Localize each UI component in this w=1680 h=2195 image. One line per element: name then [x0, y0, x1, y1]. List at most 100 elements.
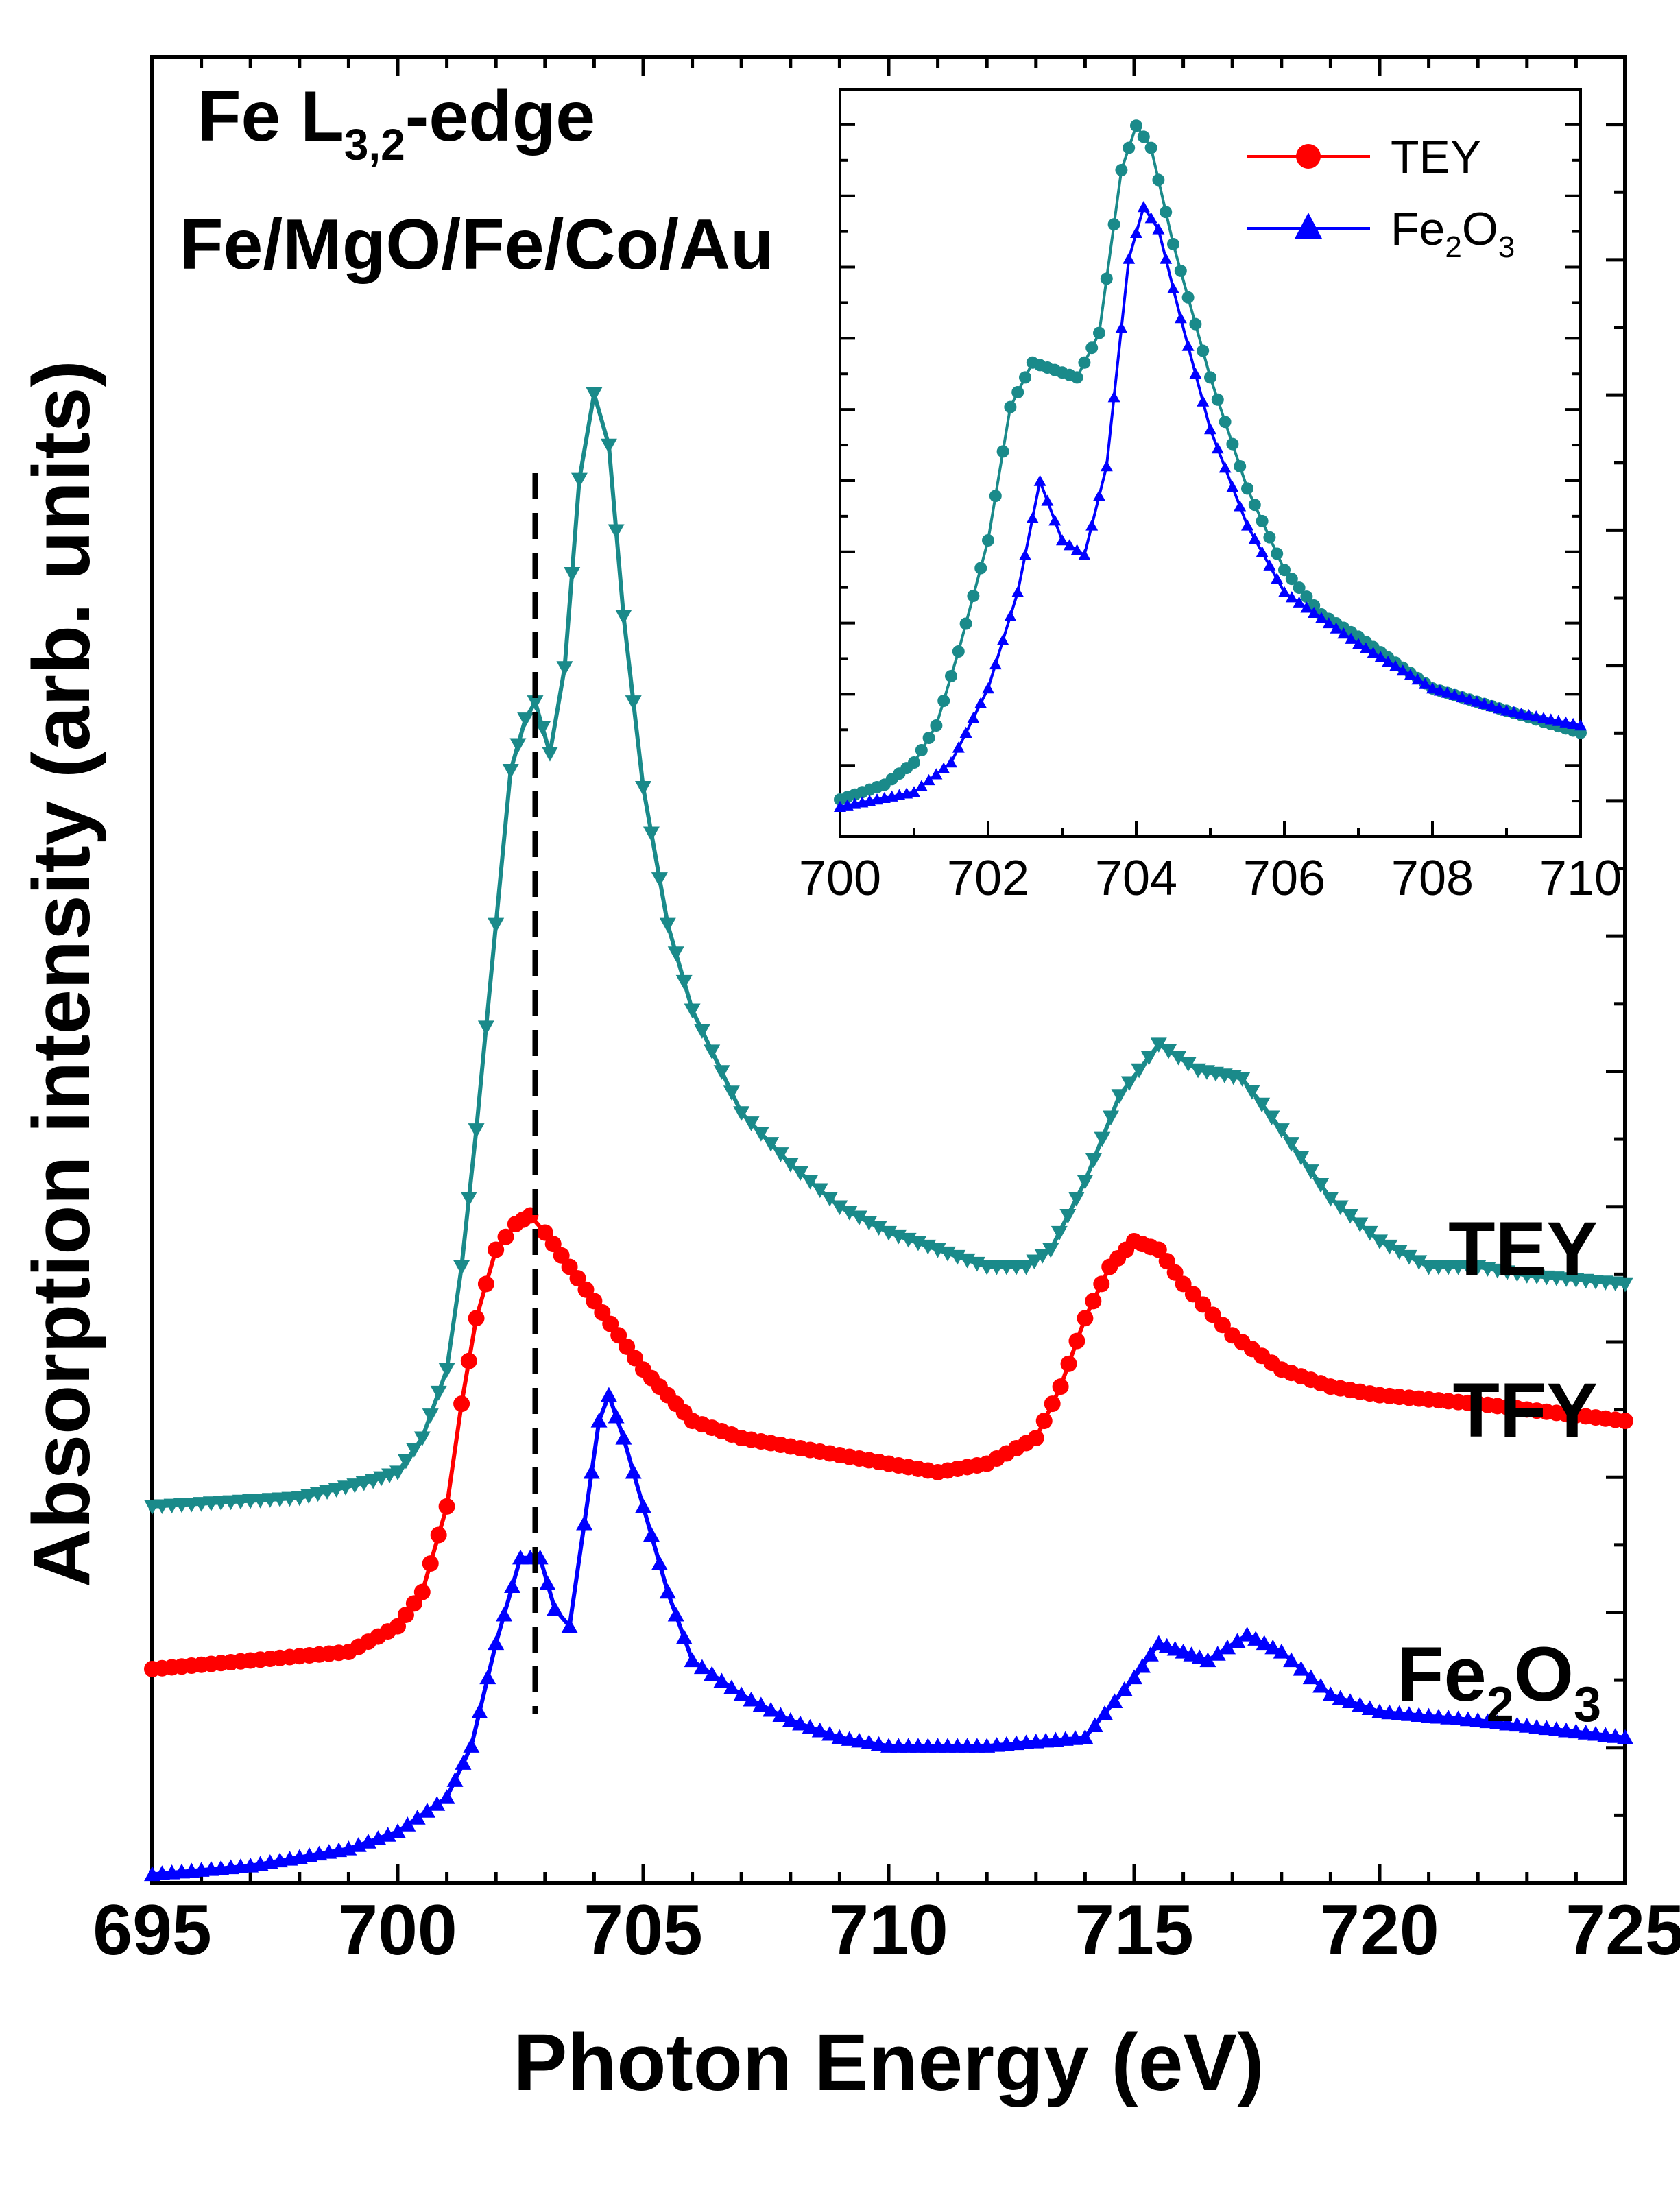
data-point-tey	[1059, 1208, 1077, 1224]
inset-data-point-fe2o3	[1174, 312, 1187, 324]
data-point-tey	[534, 721, 551, 736]
data-point-fe2o3	[409, 1810, 426, 1825]
data-point-tey	[1026, 1254, 1043, 1270]
data-point-tey	[752, 1127, 769, 1142]
data-point-fe2o3	[1086, 1717, 1103, 1732]
data-point-fe2o3	[438, 1789, 455, 1804]
inset-data-point-fe2o3	[1537, 712, 1550, 723]
data-point-tey	[651, 872, 668, 887]
inset-data-point-tey	[959, 617, 972, 630]
inset-data-point-fe2o3	[1085, 519, 1099, 531]
inset-data-point-tey	[945, 670, 957, 682]
inset-data-point-fe2o3	[1263, 559, 1276, 571]
data-point-fe2o3	[1411, 1707, 1428, 1722]
legend-fe2o3-sub1: 2	[1445, 230, 1461, 264]
data-point-fe2o3	[675, 1629, 693, 1644]
edge-annotation: Fe L3,2-edge	[197, 77, 595, 169]
x-tick-label: 720	[1320, 1891, 1439, 1970]
data-point-tfy	[1052, 1378, 1069, 1395]
data-point-fe2o3	[576, 1515, 593, 1531]
data-point-fe2o3	[1577, 1725, 1594, 1740]
data-point-tey	[1170, 1051, 1187, 1066]
data-point-tey	[851, 1210, 868, 1226]
data-point-tfy	[488, 1241, 505, 1258]
x-tick-label: 705	[584, 1891, 703, 1970]
data-point-fe2o3	[1450, 1710, 1467, 1725]
inset-data-point-fe2o3	[996, 634, 1009, 645]
data-point-tey	[1102, 1110, 1119, 1126]
data-point-tfy	[602, 1315, 619, 1332]
inset-data-point-tey	[996, 445, 1009, 458]
inset-data-point-tey	[1226, 437, 1239, 451]
legend-tey-label: TEY	[1391, 131, 1481, 183]
data-point-fe2o3	[1607, 1728, 1624, 1743]
data-point-fe2o3	[479, 1669, 496, 1685]
data-point-tfy	[1214, 1317, 1231, 1334]
data-point-fe2o3	[1126, 1669, 1142, 1685]
data-point-tey	[675, 974, 693, 990]
data-point-tey	[831, 1200, 848, 1216]
data-point-fe2o3	[1499, 1715, 1516, 1731]
inset-data-point-fe2o3	[974, 697, 987, 708]
data-point-fe2o3	[704, 1666, 721, 1681]
data-point-tfy	[1175, 1275, 1192, 1293]
inset-data-point-tey	[1293, 581, 1306, 595]
inset-data-point-tey	[1278, 564, 1291, 577]
inset-data-point-fe2o3	[1337, 627, 1350, 639]
data-point-fe2o3	[1256, 1635, 1273, 1651]
inset-data-point-fe2o3	[1374, 651, 1387, 662]
data-point-tfy	[413, 1583, 431, 1600]
inset-data-point-tey	[922, 732, 935, 744]
data-point-fe2o3	[418, 1803, 435, 1818]
data-point-tey	[723, 1085, 740, 1101]
inset-data-point-tey	[1100, 272, 1113, 285]
data-point-tfy	[1027, 1430, 1044, 1447]
data-point-tey	[1179, 1057, 1197, 1072]
inset-x-tick-label: 704	[1095, 851, 1177, 906]
inset-data-point-tey	[1248, 499, 1261, 512]
inset-data-point-fe2o3	[1426, 682, 1439, 694]
fe2o3-label-mid: O	[1514, 1631, 1574, 1717]
inset-data-point-fe2o3	[1544, 713, 1557, 725]
inset-data-point-tey	[1137, 130, 1150, 143]
data-point-tfy	[460, 1352, 477, 1369]
series-line-tfy	[152, 1212, 1626, 1671]
inset-data-point-fe2o3	[1567, 717, 1580, 730]
inset-data-point-tey	[1160, 206, 1173, 219]
legend-fe2o3-sub2: 3	[1498, 230, 1515, 264]
inset-data-point-fe2o3	[1330, 622, 1343, 634]
inset-data-point-tey	[952, 645, 965, 658]
data-point-tey	[763, 1137, 780, 1152]
data-point-tey	[625, 695, 642, 710]
inset-data-point-tey	[908, 756, 920, 769]
inset-data-point-fe2o3	[1433, 684, 1446, 696]
inset-data-point-tey	[1123, 141, 1136, 154]
data-point-fe2o3	[1342, 1693, 1359, 1709]
data-point-fe2o3	[870, 1736, 887, 1751]
data-point-fe2o3	[851, 1732, 868, 1748]
data-point-fe2o3	[1568, 1723, 1585, 1739]
data-point-fe2o3	[772, 1707, 789, 1722]
data-point-fe2o3	[429, 1796, 446, 1811]
data-point-tey	[659, 917, 676, 933]
inset-data-point-tey	[937, 695, 950, 707]
data-point-tfy	[594, 1304, 611, 1321]
data-point-tfy	[1085, 1293, 1102, 1310]
data-point-fe2o3	[561, 1618, 578, 1633]
data-point-fe2o3	[1558, 1722, 1575, 1738]
data-point-fe2o3	[1420, 1707, 1437, 1723]
data-point-tey	[1111, 1089, 1128, 1104]
data-point-fe2o3	[1528, 1718, 1546, 1734]
data-point-tey	[586, 387, 603, 403]
inset-data-point-tey	[1181, 291, 1195, 304]
inset-data-point-fe2o3	[952, 741, 965, 753]
data-point-fe2o3	[471, 1703, 488, 1718]
inset-data-point-tey	[1078, 356, 1091, 369]
data-point-tey	[527, 695, 544, 710]
data-point-fe2o3	[752, 1696, 769, 1712]
inset-data-point-fe2o3	[959, 726, 972, 738]
data-point-fe2o3	[1302, 1669, 1319, 1685]
data-point-fe2o3	[1538, 1720, 1555, 1736]
data-point-fe2o3	[1283, 1652, 1300, 1668]
